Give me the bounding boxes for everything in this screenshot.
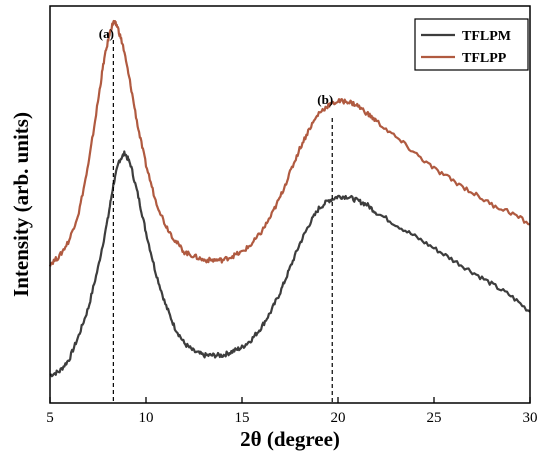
x-tick-label: 30 — [523, 410, 538, 426]
plot-frame — [49, 5, 531, 404]
annotation-label-a: (a) — [99, 26, 114, 41]
x-tick-label: 15 — [235, 410, 250, 426]
series-line-tflpp — [48, 19, 531, 267]
y-axis-title: Intensity (arb. units) — [9, 112, 33, 297]
x-tick-label: 10 — [139, 410, 154, 426]
legend-label-tflpm: TFLPM — [462, 29, 511, 44]
x-tick-label: 20 — [331, 410, 346, 426]
x-axis-title: 2θ (degree) — [240, 427, 340, 451]
legend-label-tflpp: TFLPP — [462, 51, 507, 66]
x-tick-label: 5 — [46, 410, 54, 426]
plot-content: (a) (b) — [48, 19, 531, 403]
x-axis-ticks: 5 10 15 20 25 30 — [46, 397, 538, 426]
x-tick-label: 25 — [427, 410, 442, 426]
annotation-label-b: (b) — [317, 92, 333, 107]
legend: TFLPM TFLPP — [414, 18, 529, 71]
series-line-tflpm — [49, 150, 531, 378]
legend-box — [414, 18, 529, 71]
